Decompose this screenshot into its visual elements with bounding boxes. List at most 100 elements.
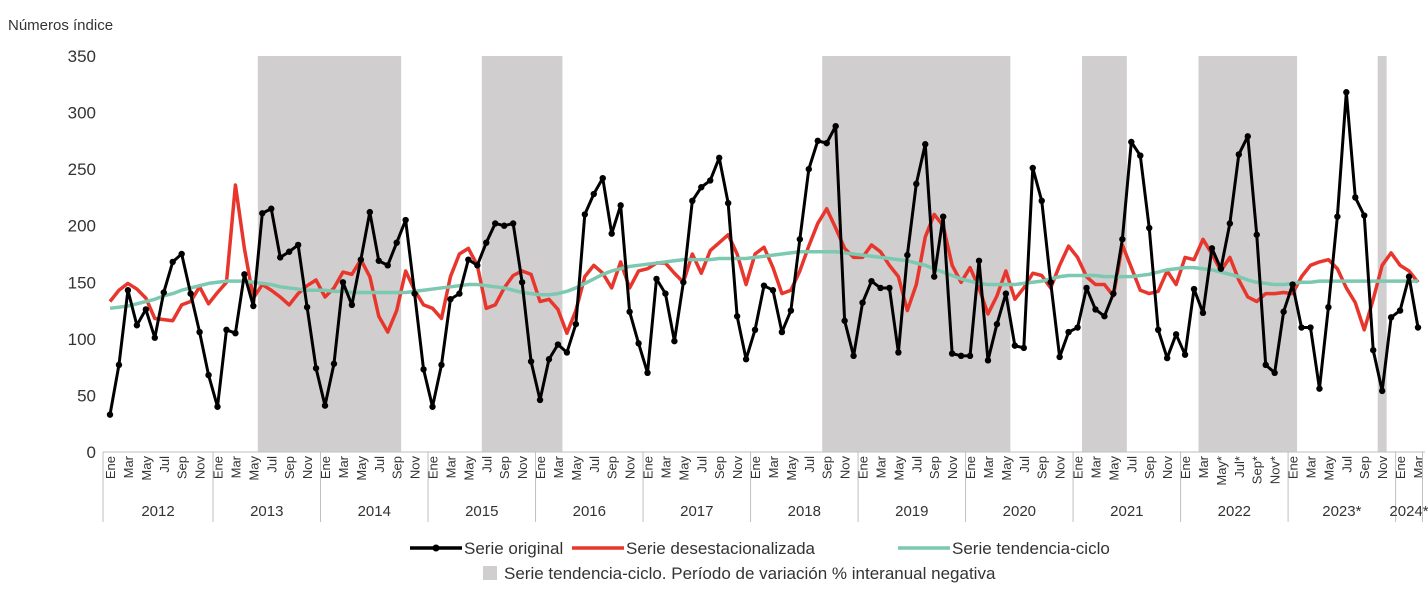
- legend-label: Serie tendencia-ciclo: [952, 539, 1110, 558]
- data-point: [142, 306, 150, 313]
- x-tick-label: Ene: [318, 456, 333, 479]
- data-point: [1056, 353, 1063, 361]
- data-point: [321, 402, 329, 409]
- x-tick-label: Nov: [515, 456, 530, 480]
- x-tick-label: Mar: [1088, 455, 1103, 478]
- x-tick-label: Sep: [1142, 456, 1157, 479]
- data-point: [348, 301, 356, 309]
- data-point: [1316, 385, 1323, 392]
- x-tick-label: Mar: [766, 455, 781, 478]
- data-point: [205, 371, 212, 379]
- data-point: [169, 258, 176, 266]
- data-point: [124, 287, 132, 294]
- data-point: [984, 357, 992, 364]
- data-point: [886, 284, 893, 292]
- x-tick-label: Sep: [605, 456, 620, 479]
- data-point: [1298, 324, 1305, 331]
- data-point: [285, 248, 293, 255]
- x-tick-label: Jul: [372, 456, 387, 473]
- data-point: [1074, 324, 1081, 331]
- data-point: [393, 239, 400, 246]
- x-tick-label: Ene: [1178, 456, 1193, 479]
- legend-label: Serie tendencia-ciclo. Período de variac…: [504, 564, 996, 583]
- data-point: [1011, 342, 1019, 349]
- x-tick-label: May: [1106, 456, 1121, 481]
- data-point: [232, 330, 239, 337]
- data-point: [500, 222, 508, 229]
- data-point: [250, 302, 257, 310]
- data-point: [1163, 354, 1171, 362]
- data-point: [1262, 361, 1269, 369]
- year-label: 2024*: [1389, 503, 1428, 520]
- year-label: 2023*: [1322, 503, 1361, 520]
- x-tick-label: Ene: [641, 456, 656, 479]
- data-point: [662, 290, 669, 297]
- y-tick-label: 50: [77, 386, 96, 405]
- x-tick-label: May: [246, 456, 261, 481]
- x-tick-label: Nov: [945, 456, 960, 480]
- data-point: [214, 403, 221, 410]
- data-point: [545, 356, 553, 363]
- data-point: [1154, 326, 1162, 334]
- x-tick-label: Sep: [820, 456, 835, 479]
- data-point: [913, 180, 920, 188]
- x-tick-label: Mar: [1196, 455, 1211, 478]
- data-point: [823, 139, 830, 147]
- series-line: [109, 249, 1418, 311]
- data-point: [115, 361, 123, 369]
- data-point: [778, 328, 786, 336]
- x-tick-label: Mar: [443, 455, 458, 478]
- year-label: 2020: [1003, 503, 1036, 520]
- data-point: [196, 328, 203, 336]
- data-point: [492, 220, 499, 227]
- data-point: [402, 216, 409, 224]
- data-point: [931, 273, 938, 280]
- x-tick-label: Nov: [193, 456, 208, 480]
- data-point: [339, 279, 347, 286]
- data-point: [1280, 308, 1287, 315]
- legend-swatch: [483, 566, 497, 580]
- x-tick-label: May: [891, 456, 906, 481]
- legend-label: Serie original: [464, 539, 563, 558]
- data-point: [106, 411, 114, 418]
- data-point: [599, 174, 606, 182]
- data-point: [975, 257, 983, 264]
- x-tick-label: May: [569, 456, 584, 481]
- data-point: [1146, 224, 1153, 232]
- data-point: [1137, 152, 1144, 159]
- data-point: [160, 289, 167, 296]
- data-point: [1065, 328, 1072, 336]
- y-tick-label: 250: [68, 160, 96, 179]
- data-point: [850, 352, 857, 360]
- x-tick-label: Ene: [963, 456, 978, 479]
- data-point: [1271, 369, 1278, 376]
- data-point: [1244, 133, 1251, 140]
- data-point: [733, 313, 741, 320]
- data-point: [1414, 324, 1422, 331]
- data-point: [1172, 331, 1180, 338]
- data-point: [178, 250, 185, 258]
- data-point: [1110, 290, 1117, 297]
- data-point: [1226, 220, 1234, 227]
- data-point: [465, 256, 472, 263]
- x-tick-label: Mar: [336, 455, 351, 478]
- data-point: [151, 334, 158, 341]
- x-tick-label: May*: [1214, 456, 1229, 486]
- data-point: [948, 350, 956, 357]
- data-point: [707, 177, 714, 184]
- data-point: [1002, 290, 1010, 297]
- data-point: [1217, 265, 1225, 272]
- data-point: [187, 290, 194, 297]
- data-point: [1047, 279, 1054, 286]
- data-point: [796, 236, 804, 243]
- data-point: [438, 361, 445, 369]
- x-tick-label: May: [999, 456, 1014, 481]
- x-tick-label: Jul: [264, 456, 279, 473]
- y-tick-label: 300: [68, 104, 96, 123]
- y-tick-label: 0: [87, 443, 96, 462]
- x-tick-label: Ene: [211, 456, 226, 479]
- data-point: [939, 213, 947, 220]
- data-point: [1325, 303, 1332, 311]
- data-point: [411, 290, 418, 297]
- data-point: [1378, 387, 1386, 395]
